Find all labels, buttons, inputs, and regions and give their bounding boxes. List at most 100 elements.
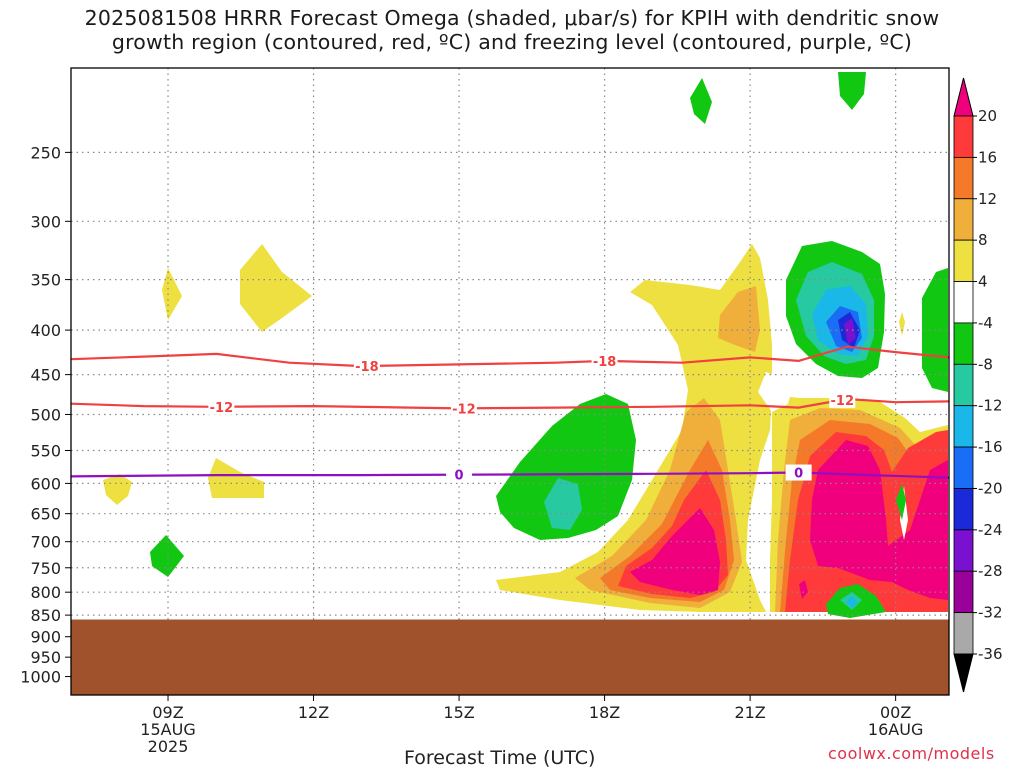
- colorbar-swatch: [953, 612, 974, 655]
- contour-label: -12: [210, 401, 234, 416]
- colorbar-label: -24: [978, 521, 1003, 539]
- omega-negative-region: [544, 478, 582, 530]
- omega-positive-region: [208, 458, 264, 498]
- y-tick-label: 1000: [20, 668, 61, 687]
- omega-negative-region: [844, 318, 856, 345]
- omega-positive-region: [799, 580, 808, 599]
- contour-label-backing: [785, 464, 812, 481]
- chart-title: 2025081508 HRRR Forecast Omega (shaded, …: [0, 6, 1024, 54]
- temperature-contours: -18 -18 -12 -12 -12 0 0: [70, 345, 950, 484]
- omega-positive-region: [810, 440, 948, 600]
- omega-positive-region: [103, 474, 132, 505]
- x-tick-label: 21Z: [734, 703, 765, 722]
- x-tick-label: 2025: [148, 737, 189, 756]
- contour-label-backing: [208, 398, 235, 415]
- ground-below-surface: [71, 619, 949, 695]
- contour-line-0: [70, 471, 950, 479]
- colorbar-label: 16: [978, 148, 997, 166]
- x-tick-label: 12Z: [298, 703, 329, 722]
- colorbar-swatch: [953, 446, 974, 489]
- omega-negative-region: [496, 394, 636, 540]
- omega-negative-region: [838, 72, 866, 110]
- omega-shading: [103, 72, 948, 618]
- x-tick-label: 18Z: [589, 703, 620, 722]
- colorbar-swatch: [953, 363, 974, 407]
- colorbar: 20 16 12 8 4 -4 -8 -12 -16 -20 -24 -28 -32 -36: [953, 77, 1003, 693]
- colorbar-label: -8: [978, 355, 993, 373]
- credit-link[interactable]: coolwx.com/models: [828, 744, 995, 763]
- colorbar-bottom-arrow: [953, 653, 974, 693]
- contour-label-backing: [450, 400, 477, 417]
- colorbar-label: -32: [978, 604, 1003, 622]
- y-tick-label: 350: [30, 271, 61, 290]
- axes: 250 300 350 400 450 500 550 600 650 700 750 800 850 9…: [20, 143, 923, 756]
- contour-label-backing: [353, 358, 380, 375]
- colorbar-swatch: [953, 529, 974, 572]
- contour-label-backing: [446, 466, 473, 483]
- omega-positive-region: [240, 244, 312, 332]
- contour-label: -12: [831, 394, 855, 409]
- colorbar-top-arrow: [953, 77, 974, 117]
- colorbar-swatch: [953, 281, 974, 324]
- y-tick-label: 800: [30, 583, 61, 602]
- x-tick-label: 15AUG: [140, 720, 195, 739]
- y-tick-label: 450: [30, 366, 61, 385]
- colorbar-label: -12: [978, 397, 1003, 415]
- y-tick-label: 500: [30, 405, 61, 424]
- y-tick-label: 400: [30, 321, 61, 340]
- colorbar-swatch: [953, 488, 974, 531]
- y-tick-label: 850: [30, 606, 61, 625]
- omega-positive-region: [162, 268, 182, 320]
- y-tick-label: 600: [30, 474, 61, 493]
- y-tick-label: 900: [30, 628, 61, 647]
- x-axis-title: Forecast Time (UTC): [404, 747, 596, 769]
- colorbar-label: -20: [978, 479, 1003, 497]
- ground-fill: [71, 619, 949, 695]
- contour-label: 0: [455, 469, 464, 484]
- omega-negative-region: [690, 78, 712, 124]
- contour-label: -18: [593, 355, 617, 370]
- plot-frame: [70, 67, 950, 696]
- colorbar-swatch: [953, 405, 974, 448]
- omega-neutral-gap: [758, 372, 792, 412]
- x-tick-label: 15Z: [443, 703, 474, 722]
- omega-positive-region: [630, 508, 720, 595]
- colorbar-label: -36: [978, 645, 1003, 663]
- contour-line--18: [70, 345, 950, 368]
- omega-negative-region: [150, 535, 184, 577]
- contour-label-backing: [829, 391, 856, 408]
- omega-positive-region: [899, 312, 905, 336]
- colorbar-swatch: [953, 156, 974, 200]
- colorbar-swatch: [953, 322, 974, 365]
- colorbar-label: -28: [978, 562, 1003, 580]
- y-tick-label: 250: [30, 143, 61, 162]
- colorbar-swatch: [953, 115, 974, 158]
- x-tick-label: 00Z: [880, 703, 911, 722]
- colorbar-label: 4: [978, 273, 988, 291]
- contour-label: 0: [794, 467, 803, 482]
- y-tick-label: 700: [30, 533, 61, 552]
- colorbar-label: 8: [978, 231, 988, 249]
- omega-neutral-gap: [900, 486, 908, 540]
- colorbar-label: 20: [978, 107, 997, 125]
- colorbar-swatch: [953, 570, 974, 614]
- colorbar-label: -16: [978, 438, 1003, 456]
- y-tick-label: 650: [30, 505, 61, 524]
- colorbar-swatch: [953, 239, 974, 282]
- x-tick-label: 16AUG: [868, 720, 923, 739]
- colorbar-label: 12: [978, 190, 997, 208]
- contour-label-backing: [591, 352, 618, 369]
- title-line-1: 2025081508 HRRR Forecast Omega (shaded, …: [84, 6, 940, 30]
- y-tick-label: 300: [30, 212, 61, 231]
- omega-negative-region: [846, 596, 858, 608]
- y-tick-label: 950: [30, 648, 61, 667]
- colorbar-label: -4: [978, 314, 993, 332]
- contour-label: -12: [452, 402, 476, 417]
- colorbar-swatch: [953, 198, 974, 241]
- x-tick-label: 09Z: [152, 703, 183, 722]
- y-tick-label: 750: [30, 559, 61, 578]
- y-tick-label: 550: [30, 442, 61, 461]
- omega-negative-region: [896, 484, 906, 520]
- omega-positive-region: [718, 286, 760, 352]
